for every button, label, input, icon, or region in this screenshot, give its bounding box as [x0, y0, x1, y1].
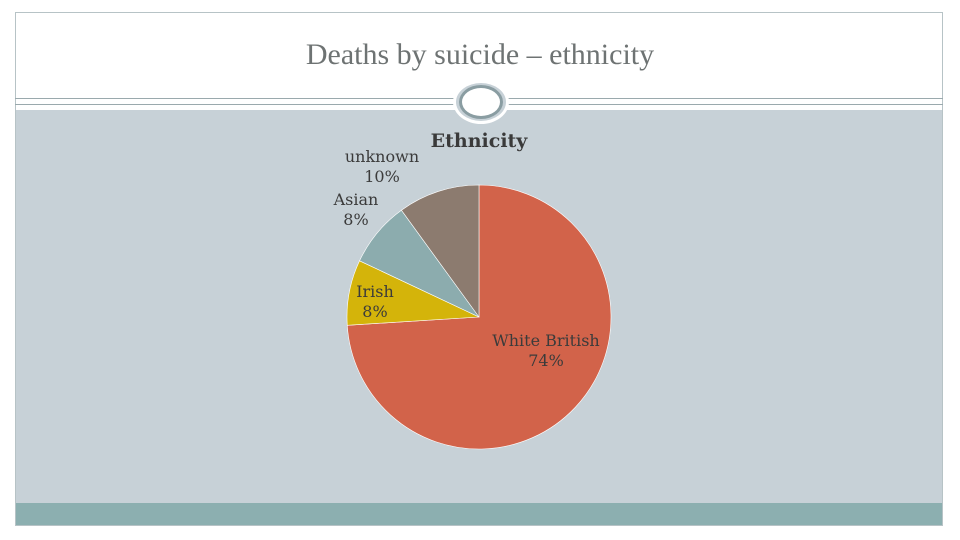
chart-title: Ethnicity: [431, 130, 529, 152]
pie-slice-unknown: [400, 184, 480, 318]
slice-label-white-british: White British: [492, 331, 599, 350]
slide-title: Deaths by suicide – ethnicity: [305, 38, 655, 71]
footer-band: [16, 503, 942, 525]
ornament-ring-icon: [459, 85, 503, 119]
slice-value-asian: 8%: [343, 210, 368, 229]
pie-slices: [346, 184, 612, 450]
slice-value-unknown: 10%: [364, 167, 400, 186]
slice-label-unknown: unknown: [345, 147, 419, 166]
slice-label-asian: Asian: [333, 190, 379, 209]
slice-label-irish: Irish: [356, 282, 394, 301]
slice-value-white-british: 74%: [528, 351, 564, 370]
slice-value-irish: 8%: [362, 302, 387, 321]
